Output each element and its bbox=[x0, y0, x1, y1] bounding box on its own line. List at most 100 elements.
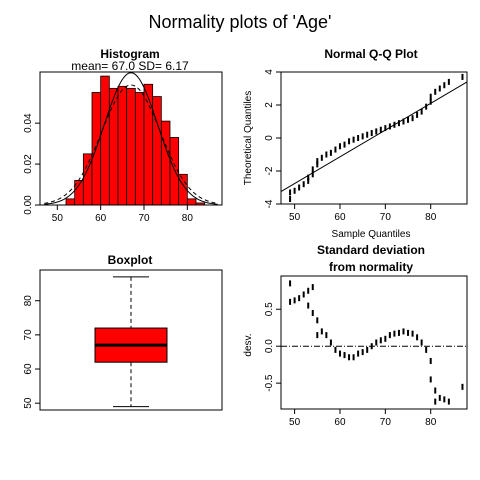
deviation-point-20 bbox=[361, 349, 364, 356]
deviation-point-1 bbox=[289, 298, 292, 305]
deviation-point-31 bbox=[411, 330, 414, 337]
qq-point-13 bbox=[329, 149, 332, 156]
deviation-point-39 bbox=[438, 394, 441, 401]
qq-y-tick-label-4: 4 bbox=[264, 69, 275, 75]
deviation-x-tick-label-80: 80 bbox=[425, 417, 437, 428]
qq-point-5 bbox=[307, 177, 310, 184]
page-title: Normality plots of 'Age' bbox=[148, 12, 332, 32]
qq-point-25 bbox=[384, 125, 387, 132]
qq-point-2 bbox=[293, 187, 296, 194]
deviation-title: Standard deviation bbox=[317, 243, 425, 257]
qq-point-32 bbox=[416, 111, 419, 118]
deviation-plot-area: 50 60 70 80 -0.5 0.0 0.5 bbox=[264, 275, 468, 428]
deviation-point-42 bbox=[461, 383, 464, 390]
qq-point-38 bbox=[438, 85, 441, 92]
qq-point-1 bbox=[289, 189, 292, 196]
histogram-bar-13 bbox=[160, 120, 171, 206]
histogram-bar-2 bbox=[65, 198, 76, 206]
deviation-subtitle: from normality bbox=[329, 260, 413, 274]
deviation-point-17 bbox=[348, 354, 351, 361]
qq-point-35 bbox=[429, 98, 432, 105]
histogram-y-tick-label-2: 0.04 bbox=[23, 113, 34, 133]
deviation-point-5 bbox=[307, 287, 310, 294]
qq-point-12 bbox=[325, 151, 328, 158]
histogram-y-tick-label-1: 0.02 bbox=[23, 154, 34, 174]
qq-point-23 bbox=[375, 128, 378, 135]
qq-point-37 bbox=[434, 88, 437, 95]
deviation-point-38 bbox=[434, 398, 437, 405]
deviation-point-16 bbox=[343, 352, 346, 359]
histogram-bar-8 bbox=[117, 85, 128, 206]
boxplot-plot-area: 50 60 70 80 bbox=[23, 269, 223, 411]
deviation-frame bbox=[280, 275, 468, 410]
qq-point-19 bbox=[357, 135, 360, 141]
qq-plot-area: 50 60 70 80 -4 -2 0 2 4 bbox=[264, 69, 468, 223]
deviation-point-13 bbox=[329, 339, 332, 346]
qq-x-tick-label-60: 60 bbox=[334, 212, 346, 223]
histogram-x-tick-label-50: 50 bbox=[52, 213, 64, 224]
histogram-bar-11 bbox=[143, 83, 154, 206]
deviation-point-41 bbox=[447, 398, 450, 405]
qq-point-4 bbox=[302, 181, 305, 188]
qq-y-tick-label-2: 0 bbox=[264, 135, 275, 141]
boxplot-title: Boxplot bbox=[108, 253, 153, 267]
histogram-subtitle: mean= 67.0 SD= 6.17 bbox=[71, 59, 189, 73]
deviation-point-33 bbox=[420, 339, 423, 346]
qq-frame bbox=[280, 71, 468, 205]
deviation-point-26 bbox=[388, 332, 391, 339]
qq-point-33 bbox=[420, 108, 423, 115]
deviation-point-19 bbox=[357, 350, 360, 357]
qq-point-16 bbox=[343, 141, 346, 148]
boxplot-y-tick-label-2: 70 bbox=[23, 329, 34, 341]
deviation-point-14 bbox=[334, 346, 337, 353]
qq-y-tick-label-0: -4 bbox=[264, 199, 275, 208]
qq-point-31 bbox=[411, 115, 414, 122]
qq-point-41 bbox=[461, 73, 464, 80]
histogram-bar-6 bbox=[100, 75, 110, 206]
qq-y-tick-label-1: -2 bbox=[264, 166, 275, 175]
deviation-point-34 bbox=[425, 346, 428, 353]
qq-point-24 bbox=[379, 126, 382, 133]
qq-point-8 bbox=[311, 166, 314, 173]
deviation-point-36 bbox=[429, 376, 432, 383]
deviation-x-tick-label-60: 60 bbox=[334, 417, 346, 428]
deviation-point-12 bbox=[325, 332, 328, 339]
qq-point-14 bbox=[334, 146, 337, 153]
deviation-point-22 bbox=[370, 343, 373, 350]
qq-panel: Normal Q-Q Plot Sample Quantiles Theoret… bbox=[243, 47, 468, 240]
qq-point-26 bbox=[388, 123, 391, 130]
qq-point-20 bbox=[361, 133, 364, 140]
qq-point-40 bbox=[447, 78, 450, 85]
deviation-y-tick-label-2: 0.5 bbox=[264, 302, 275, 316]
histogram-title: Histogram bbox=[100, 47, 159, 61]
qq-y-axis-label: Theoretical Quantiles bbox=[243, 91, 254, 186]
deviation-point-11 bbox=[320, 328, 323, 335]
qq-point-11 bbox=[320, 154, 323, 161]
deviation-point-27 bbox=[393, 330, 396, 337]
deviation-point-6 bbox=[307, 302, 310, 309]
deviation-x-tick-label-50: 50 bbox=[289, 417, 301, 428]
deviation-point-18 bbox=[352, 354, 355, 361]
deviation-point-7 bbox=[311, 284, 314, 291]
deviation-point-35 bbox=[429, 357, 432, 364]
deviation-point-3 bbox=[298, 295, 301, 302]
deviation-point-29 bbox=[402, 328, 405, 335]
deviation-point-2 bbox=[293, 297, 296, 304]
qq-point-30 bbox=[407, 116, 410, 123]
qq-x-tick-label-70: 70 bbox=[380, 212, 392, 223]
histogram-y-tick-label-0: 0.00 bbox=[23, 195, 34, 215]
qq-title: Normal Q-Q Plot bbox=[324, 47, 417, 61]
deviation-point-37 bbox=[434, 387, 437, 394]
deviation-point-15 bbox=[338, 350, 341, 357]
qq-point-21 bbox=[366, 131, 369, 138]
deviation-y-tick-label-1: 0.0 bbox=[264, 339, 275, 353]
deviation-point-25 bbox=[384, 335, 387, 342]
histogram-x-tick-label-70: 70 bbox=[138, 213, 150, 224]
deviation-y-tick-label-0: -0.5 bbox=[264, 374, 275, 392]
qq-point-15 bbox=[338, 143, 341, 150]
deviation-point-4 bbox=[302, 291, 305, 298]
qq-point-39 bbox=[443, 82, 446, 89]
deviation-point-8 bbox=[311, 309, 314, 316]
deviation-point-24 bbox=[379, 337, 382, 344]
deviation-point-28 bbox=[397, 329, 400, 336]
